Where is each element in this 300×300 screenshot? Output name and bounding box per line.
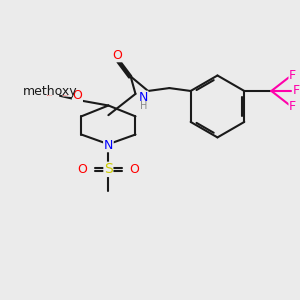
Text: O: O [73,89,82,102]
Text: methoxy: methoxy [63,95,69,96]
Text: N: N [139,91,148,104]
Text: O: O [130,163,140,176]
Text: methoxy: methoxy [31,91,86,104]
Text: methoxy: methoxy [23,85,78,98]
Text: O: O [112,49,122,62]
Text: methoxy: methoxy [4,86,58,99]
Text: F: F [293,83,300,97]
Text: N: N [104,139,113,152]
Text: F: F [289,100,296,113]
Text: H: H [140,101,147,112]
Text: S: S [104,162,113,176]
Text: F: F [289,69,296,82]
Text: O: O [77,163,87,176]
Text: methoxy: methoxy [46,94,53,96]
